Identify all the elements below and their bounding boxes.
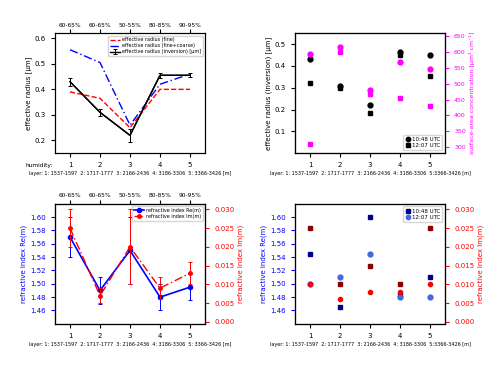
10:48 UTC (397, 50, 403, 54)
effective radius (fine+coarse) (67, 47, 73, 52)
Line: 12:07 UTC: 12:07 UTC (308, 251, 432, 300)
Y-axis label: refractive index Re(m): refractive index Re(m) (261, 225, 268, 303)
12:07 UTC (307, 282, 313, 286)
Legend: 10:48 UTC, 12:07 UTC: 10:48 UTC, 12:07 UTC (404, 135, 442, 151)
X-axis label: layer: 1: 1537-1597  2: 1717-1777  3: 2166-2436  4: 3186-3306  5: 3366-3426 [m]: layer: 1: 1537-1597 2: 1717-1777 3: 2166… (29, 342, 231, 347)
X-axis label: layer: 1: 1537-1597  2: 1717-1777  3: 2166-2436  4: 3186-3306  5:3366-3426 [m]: layer: 1: 1537-1597 2: 1717-1777 3: 2166… (270, 342, 470, 347)
Y-axis label: effective radius (inversion) [μm]: effective radius (inversion) [μm] (265, 36, 272, 150)
12:07 UTC (337, 275, 343, 279)
refractive index Im(m) (127, 245, 133, 249)
X-axis label: layer: 1: 1537-1597  2: 1717-1777  3: 2166-2436  4: 3186-3306  5: 3366-3426 [m]: layer: 1: 1537-1597 2: 1717-1777 3: 2166… (29, 171, 231, 176)
Legend: 10:48 UTC, 12:07 UTC: 10:48 UTC, 12:07 UTC (404, 206, 442, 222)
refractive index Im(m) (187, 271, 193, 275)
X-axis label: layer: 1: 1537-1597  2: 1717-1777  3: 2166-2436  4: 3186-3306  5:3366-3426 [m]: layer: 1: 1537-1597 2: 1717-1777 3: 2166… (270, 171, 470, 176)
12:07 UTC (367, 111, 373, 115)
effective radius (fine) (97, 96, 103, 100)
12:07 UTC (367, 252, 373, 256)
Line: effective radius (fine+coarse): effective radius (fine+coarse) (70, 50, 190, 125)
Line: refractive index Re(m): refractive index Re(m) (68, 235, 192, 299)
Line: refractive index Im(m): refractive index Im(m) (68, 226, 192, 297)
Text: humidity:: humidity: (26, 163, 54, 168)
Line: effective radius (fine): effective radius (fine) (70, 89, 190, 128)
Line: 10:48 UTC: 10:48 UTC (308, 215, 432, 309)
Legend: refractive index Re(m), refractive index Im(m): refractive index Re(m), refractive index… (132, 206, 202, 221)
12:07 UTC (397, 53, 403, 57)
refractive index Re(m) (127, 248, 133, 253)
effective radius (fine+coarse) (187, 72, 193, 76)
refractive index Re(m) (67, 235, 73, 239)
10:48 UTC (307, 57, 313, 61)
10:48 UTC (337, 305, 343, 309)
10:48 UTC (427, 275, 433, 279)
effective radius (fine+coarse) (97, 60, 103, 65)
10:48 UTC (367, 103, 373, 107)
10:48 UTC (307, 252, 313, 256)
10:48 UTC (367, 215, 373, 219)
12:07 UTC (427, 295, 433, 299)
refractive index Re(m) (157, 295, 163, 299)
effective radius (fine) (127, 125, 133, 130)
effective radius (fine) (67, 90, 73, 94)
10:48 UTC (397, 293, 403, 297)
Y-axis label: refractive index Im(m): refractive index Im(m) (237, 224, 244, 303)
Y-axis label: surface-area concentration [μm² cm⁻¹]: surface-area concentration [μm² cm⁻¹] (468, 32, 474, 154)
10:48 UTC (427, 53, 433, 57)
Line: 10:48 UTC: 10:48 UTC (308, 50, 432, 107)
refractive index Im(m) (157, 286, 163, 290)
Legend: effective radius (fine), effective radius (fine+coarse), effective radius (inver: effective radius (fine), effective radiu… (108, 36, 202, 56)
Y-axis label: refractive index Re(m): refractive index Re(m) (21, 225, 28, 303)
refractive index Im(m) (97, 293, 103, 298)
Y-axis label: refractive index Im(m): refractive index Im(m) (477, 224, 484, 303)
effective radius (fine+coarse) (127, 123, 133, 127)
refractive index Re(m) (187, 285, 193, 289)
effective radius (fine+coarse) (157, 82, 163, 86)
refractive index Re(m) (97, 288, 103, 293)
12:07 UTC (397, 295, 403, 299)
12:07 UTC (427, 74, 433, 78)
12:07 UTC (337, 85, 343, 90)
effective radius (fine) (187, 87, 193, 92)
effective radius (fine) (157, 87, 163, 92)
10:48 UTC (337, 83, 343, 88)
12:07 UTC (307, 81, 313, 86)
refractive index Im(m) (67, 226, 73, 230)
Line: 12:07 UTC: 12:07 UTC (308, 53, 432, 114)
Y-axis label: effective radius [μm]: effective radius [μm] (25, 57, 32, 130)
